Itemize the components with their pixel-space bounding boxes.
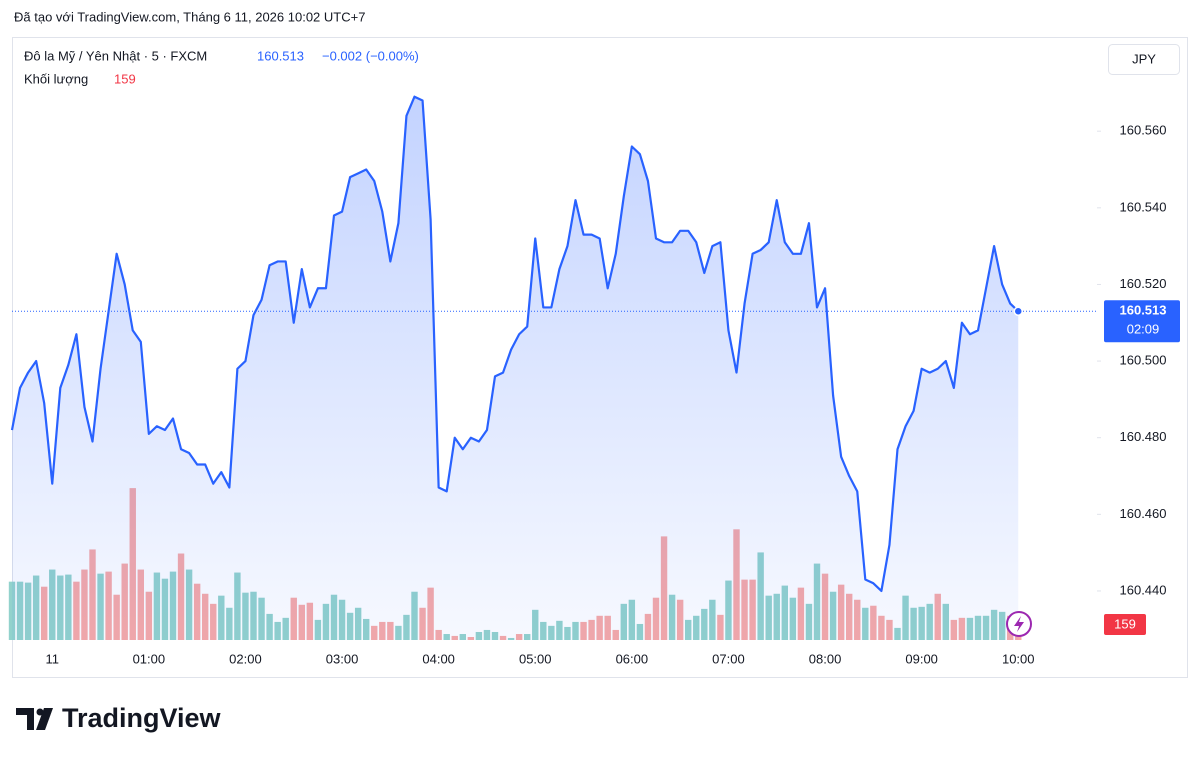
price-area — [12, 96, 1019, 640]
x-tick-label: 07:00 — [712, 651, 745, 666]
currency-button[interactable] — [1108, 44, 1180, 75]
currency-label[interactable]: JPY — [1132, 51, 1156, 66]
x-tick-label: 01:00 — [133, 651, 166, 666]
brand-name: TradingView — [62, 703, 222, 733]
x-tick-label: 05:00 — [519, 651, 552, 666]
brand-logo: TradingView — [16, 703, 222, 733]
chart-title: Đô la Mỹ / Yên Nhật · 5 · FXCM — [24, 48, 207, 63]
last-price-dot — [1013, 306, 1023, 317]
price-line — [10, 95, 1020, 593]
x-tick-label: 04:00 — [422, 651, 455, 666]
chart-frame — [12, 37, 1188, 678]
x-tick-label: 10:00 — [1002, 651, 1035, 666]
x-tick-label: 08:00 — [809, 651, 842, 666]
countdown-label: 02:09 — [1127, 322, 1160, 337]
legend-price: 160.513 — [257, 48, 304, 63]
y-tick-label: 160.480 — [1120, 429, 1167, 444]
volume-value-box — [1104, 614, 1146, 635]
logo-slash — [36, 708, 53, 730]
last-price-label: 160.513 — [1120, 303, 1167, 318]
y-tick-label: 160.440 — [1120, 582, 1167, 597]
x-tick-label: 09:00 — [905, 651, 938, 666]
x-tick-label: 02:00 — [229, 651, 262, 666]
plot-area — [8, 95, 1097, 640]
x-tick-label: 06:00 — [616, 651, 649, 666]
y-tick-label: 160.500 — [1120, 353, 1167, 368]
volume-legend: Khối lượng — [24, 71, 88, 86]
y-tick-label: 160.540 — [1120, 199, 1167, 214]
x-tick-label: 11 — [46, 651, 60, 666]
last-price-box — [1104, 300, 1180, 343]
y-tick-label: 160.560 — [1120, 123, 1167, 138]
x-tick-label: 03:00 — [326, 651, 359, 666]
volume-value-label: 159 — [1114, 616, 1136, 631]
y-tick-label: 160.520 — [1120, 276, 1167, 291]
logo-mark — [16, 708, 34, 730]
volume-legend-value: 159 — [114, 71, 136, 86]
logo-dot — [36, 708, 44, 716]
alert-bolt — [1014, 616, 1024, 632]
y-tick-label: 160.460 — [1120, 506, 1167, 521]
legend-change: −0.002 (−0.00%) — [322, 48, 419, 63]
created-note: Đã tạo với TradingView.com, Tháng 6 11, … — [14, 9, 365, 24]
